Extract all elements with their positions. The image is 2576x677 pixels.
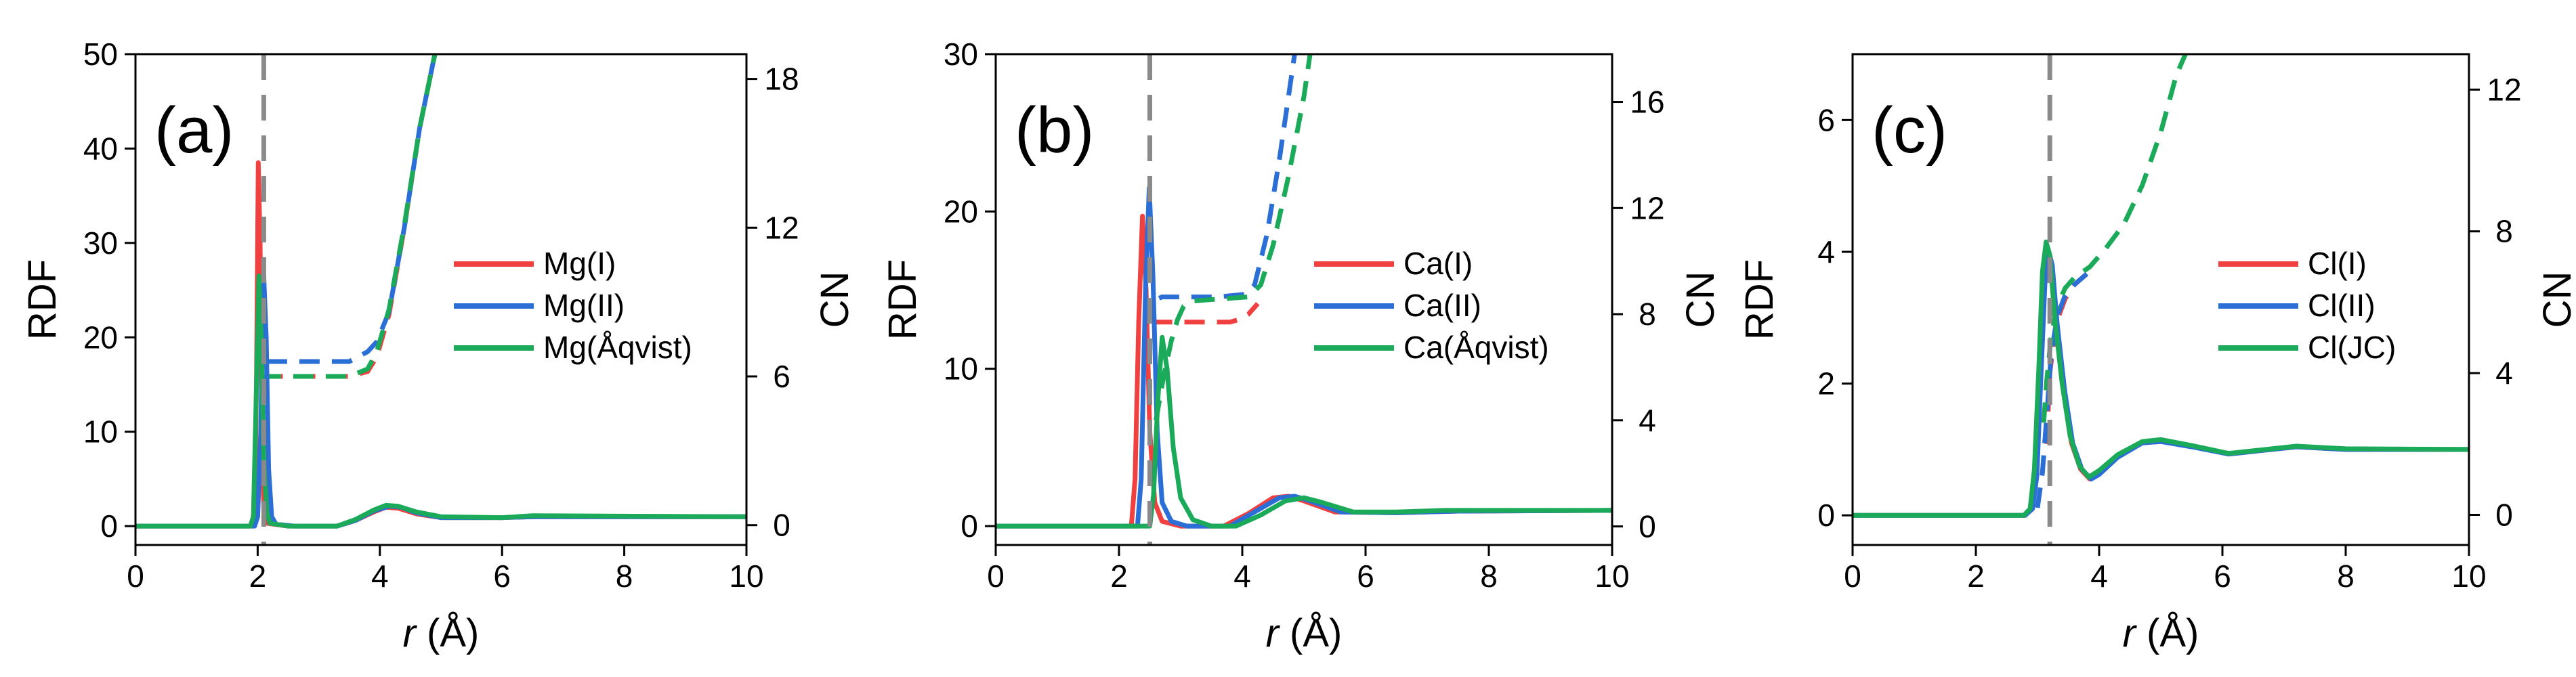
- y2-tick-label: 12: [764, 210, 799, 245]
- x-axis-variable: r: [403, 611, 418, 655]
- y-tick-label: 0: [100, 508, 118, 544]
- y2-tick-label: 12: [1630, 190, 1664, 225]
- x-tick-label: 8: [616, 559, 633, 594]
- x-axis-unit: (Å): [1279, 611, 1342, 655]
- cn-series-Ca(I): [1151, 302, 1260, 327]
- cn-series-Ca(II): [1158, 54, 1297, 301]
- x-tick-label: 8: [1480, 559, 1498, 594]
- y2-tick-label: 8: [2495, 214, 2513, 249]
- plot-frame: [134, 53, 748, 546]
- x-tick-label: 4: [371, 559, 389, 594]
- y-tick-label: 30: [83, 225, 118, 261]
- x-tick-label: 10: [2451, 559, 2486, 594]
- cn-series-Cl(II): [2035, 271, 2089, 508]
- y2-tick-label: 4: [2495, 355, 2513, 391]
- y-axis-title: RDF: [1737, 259, 1781, 340]
- legend-label: Cl(I): [2308, 246, 2367, 281]
- y2-tick-label: 4: [1639, 403, 1656, 438]
- y-tick-label: 20: [83, 320, 118, 355]
- y-axis-title: RDF: [881, 259, 925, 340]
- y-axis-title: RDF: [20, 259, 64, 340]
- cn-series-Ca(Åqvist): [1154, 54, 1313, 421]
- x-tick-label: 6: [493, 559, 511, 594]
- cn-series-Cl(JC): [2041, 54, 2188, 423]
- y2-axis-title: CN: [813, 271, 857, 328]
- y-tick-label: 0: [1817, 498, 1835, 533]
- rdf-series-Ca(I): [996, 213, 1612, 529]
- y-tick-label: 4: [1817, 234, 1835, 269]
- y-tick-label: 2: [1817, 366, 1835, 401]
- y2-tick-label: 0: [1639, 509, 1656, 544]
- panel-label: (b): [1015, 94, 1094, 167]
- x-tick-label: 2: [249, 559, 267, 594]
- x-tick-label: 6: [1357, 559, 1374, 594]
- chart-panel-3: 0 2 4 6 8 10 0 2 4 6 0 4 8 12 r (Å) RDF CN (c) Cl(I) Cl(II)…: [1737, 53, 2576, 655]
- y2-tick-label: 0: [773, 508, 790, 543]
- y-tick-label: 6: [1817, 102, 1835, 137]
- rdf-series-Ca(II): [996, 185, 1612, 529]
- cn-series-Mg(II): [266, 54, 438, 364]
- cn-series-Mg(Åqvist): [260, 54, 438, 379]
- legend-label: Ca(I): [1403, 246, 1473, 281]
- y2-tick-label: 6: [773, 359, 790, 394]
- y-tick-label: 50: [83, 37, 118, 72]
- rdf-series-Cl(II): [1853, 246, 2469, 518]
- panel-label: (c): [1872, 94, 1947, 167]
- y-tick-label: 20: [944, 194, 978, 229]
- legend-label: Mg(Åqvist): [543, 330, 692, 365]
- y-tick-label: 10: [944, 351, 978, 387]
- chart-panel-1: 0 2 4 6 8 10 0 10 20 30 40 50 0 6 12 18 r (Å) RDF CN (a) Mg(…: [20, 37, 857, 655]
- x-tick-label: 6: [2214, 559, 2231, 594]
- legend-label: Mg(I): [543, 246, 616, 281]
- x-axis-title: r (Å): [1266, 611, 1343, 655]
- legend-label: Cl(II): [2308, 288, 2376, 323]
- x-tick-label: 4: [1233, 559, 1251, 594]
- rdf-series-Cl(I): [1853, 249, 2469, 518]
- y2-axis-title: CN: [2535, 271, 2576, 328]
- y-tick-label: 0: [960, 508, 978, 544]
- x-tick-label: 0: [127, 559, 144, 594]
- y2-axis-title: CN: [1678, 271, 1723, 328]
- cn-series-Mg(I): [262, 54, 438, 379]
- x-axis-unit: (Å): [2136, 611, 2199, 655]
- rdf-series-Mg(Åqvist): [135, 274, 746, 529]
- rdf-series-Cl(JC): [1853, 239, 2469, 518]
- legend-label: Ca(Åqvist): [1403, 330, 1549, 365]
- legend-label: Mg(II): [543, 288, 625, 323]
- y-tick-label: 40: [83, 131, 118, 166]
- x-tick-label: 0: [1844, 559, 1861, 594]
- y2-tick-label: 12: [2487, 72, 2521, 107]
- x-tick-label: 8: [2337, 559, 2355, 594]
- y-tick-label: 10: [83, 414, 118, 450]
- x-axis-title: r (Å): [403, 611, 480, 655]
- x-tick-label: 0: [987, 559, 1005, 594]
- x-axis-title: r (Å): [2123, 611, 2199, 655]
- y2-tick-label: 8: [1639, 297, 1656, 332]
- y2-tick-label: 16: [1630, 85, 1664, 120]
- x-tick-label: 2: [1967, 559, 1985, 594]
- x-tick-label: 4: [2090, 559, 2108, 594]
- chart-panel-2: 0 2 4 6 8 10 0 10 20 30 0 4 8 12 16 r (Å) RDF CN (b) Ca(I) C…: [881, 37, 1723, 655]
- x-axis-variable: r: [2123, 611, 2138, 655]
- x-tick-label: 10: [729, 559, 763, 594]
- legend-label: Ca(II): [1403, 288, 1481, 323]
- x-tick-label: 10: [1595, 559, 1629, 594]
- y-tick-label: 30: [944, 37, 978, 72]
- y2-tick-label: 0: [2495, 498, 2513, 533]
- panel-label: (a): [154, 94, 234, 167]
- y2-tick-label: 18: [764, 62, 799, 97]
- x-axis-variable: r: [1266, 611, 1281, 655]
- rdf-series-Ca(Åqvist): [996, 334, 1612, 529]
- plot-frame: [1851, 53, 2470, 546]
- x-axis-unit: (Å): [416, 611, 479, 655]
- plot-frame: [994, 53, 1613, 546]
- legend-label: Cl(JC): [2308, 330, 2396, 365]
- x-tick-label: 2: [1110, 559, 1128, 594]
- rdf-series-Mg(II): [135, 274, 746, 529]
